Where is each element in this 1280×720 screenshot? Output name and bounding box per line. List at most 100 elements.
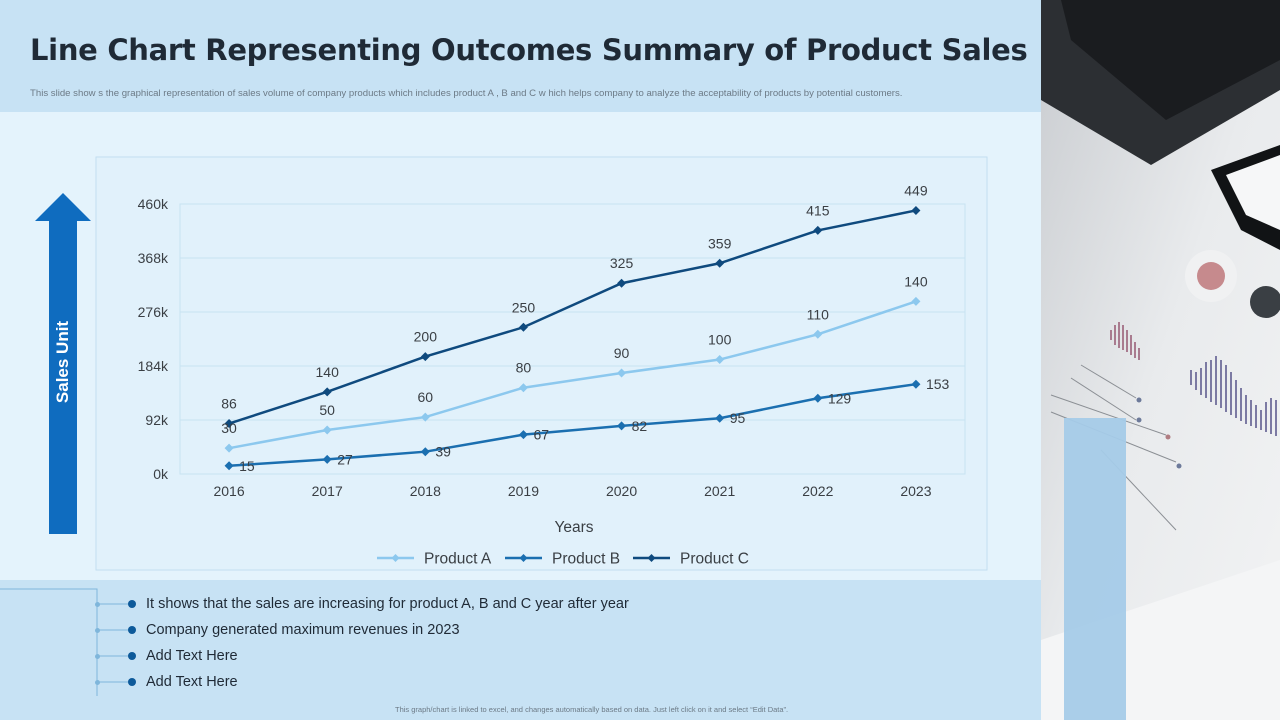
product-c-point	[224, 419, 234, 429]
product-c-point	[617, 278, 627, 288]
bar-graph-print	[1110, 322, 1140, 360]
data-label: 325	[610, 255, 634, 271]
product-a-point	[224, 443, 234, 453]
legend-label: Product C	[680, 551, 749, 568]
legend-label: Product A	[424, 551, 492, 568]
header: Line Chart Representing Outcomes Summary…	[0, 0, 1041, 112]
gridlines	[179, 203, 966, 475]
data-label: 449	[904, 182, 928, 198]
data-label: 100	[708, 332, 732, 348]
bullet-text: It shows that the sales are increasing f…	[146, 596, 629, 612]
donut-chart-icon	[1197, 262, 1225, 290]
x-axis: 2016 2017 2018 2019 2020 2021 2022 2023	[213, 483, 931, 499]
product-c-point	[911, 205, 921, 215]
x-tick-label: 2019	[508, 483, 539, 499]
data-label: 153	[926, 376, 950, 392]
data-label: 359	[708, 235, 732, 251]
chart-svg: 0k 92k 184k 276k 368k 460k 2016 2017 2018 2019 20…	[35, 156, 988, 571]
data-label: 60	[418, 389, 434, 405]
product-b-point	[322, 454, 332, 464]
data-label: 250	[512, 299, 536, 315]
x-tick-label: 2016	[213, 483, 244, 499]
y-tick-label: 0k	[153, 466, 169, 482]
y-tick-label: 92k	[145, 412, 169, 428]
series	[224, 205, 921, 471]
x-tick-label: 2020	[606, 483, 637, 499]
decorative-blue-bar	[1064, 418, 1126, 720]
data-label: 140	[904, 273, 928, 289]
product-b-point	[617, 421, 627, 431]
y-tick-label: 184k	[138, 358, 169, 374]
product-c-point	[813, 225, 823, 235]
data-label: 30	[221, 420, 237, 436]
data-label: 50	[319, 402, 335, 418]
product-b-point	[715, 413, 725, 423]
x-axis-title: Years	[554, 519, 593, 536]
x-tick-label: 2017	[312, 483, 343, 499]
desk-photo-illustration	[1041, 0, 1280, 720]
decorative-photo	[1041, 0, 1280, 720]
bullet-dot	[128, 652, 136, 660]
legend-marker	[519, 554, 528, 562]
product-c-point	[322, 387, 332, 397]
data-label: 39	[435, 444, 451, 460]
x-tick-label: 2018	[410, 483, 441, 499]
product-a-point	[911, 296, 921, 306]
data-label: 140	[316, 364, 340, 380]
data-label: 110	[807, 306, 830, 322]
bullet-node	[95, 628, 100, 633]
product-a-point	[813, 329, 823, 339]
x-tick-label: 2023	[900, 483, 931, 499]
product-c-point	[420, 352, 430, 362]
legend-label: Product B	[552, 551, 620, 568]
y-axis: 0k 92k 184k 276k 368k 460k	[138, 196, 169, 482]
product-a-point	[617, 368, 627, 378]
product-b-point	[420, 447, 430, 457]
bullet-text: Company generated maximum revenues in 20…	[146, 622, 460, 638]
bullet-node	[95, 680, 100, 685]
bullet-node	[95, 654, 100, 659]
product-a-point	[518, 383, 528, 393]
bullet-connector	[0, 588, 128, 696]
data-label: 129	[828, 390, 852, 406]
data-label: 82	[632, 418, 648, 434]
bullet-dot	[128, 678, 136, 686]
product-b-point	[813, 393, 823, 403]
legend: Product A Product B Product C	[377, 551, 749, 568]
product-b-point	[518, 430, 528, 440]
bullet-dot	[128, 626, 136, 634]
y-tick-label: 460k	[138, 196, 169, 212]
data-label: 86	[221, 396, 237, 412]
legend-marker	[647, 554, 656, 562]
y-tick-label: 276k	[138, 304, 169, 320]
summary-panel	[0, 580, 1041, 720]
chart-frame	[95, 156, 988, 571]
bullet-dot	[128, 600, 136, 608]
data-label: 90	[614, 345, 630, 361]
bullet-text: Add Text Here	[146, 674, 238, 690]
product-a-line	[228, 300, 917, 450]
data-label: 80	[516, 360, 532, 376]
product-b-point	[224, 461, 234, 471]
product-a-point	[322, 425, 332, 435]
product-a-point	[715, 355, 725, 365]
legend-marker	[391, 554, 400, 562]
data-label: 415	[806, 202, 830, 218]
sales-unit-arrow	[35, 193, 91, 534]
product-c-line	[228, 209, 917, 425]
product-c-point	[518, 322, 528, 332]
bullet-node	[95, 602, 100, 607]
y-tick-label: 368k	[138, 250, 169, 266]
data-label: 27	[337, 451, 353, 467]
data-label: 200	[414, 329, 438, 345]
footer-note: This graph/chart is linked to excel, and…	[395, 705, 789, 714]
product-c-point	[715, 258, 725, 268]
x-tick-label: 2021	[704, 483, 735, 499]
product-a-point	[420, 412, 430, 422]
y-axis-title: Sales Unit	[53, 320, 72, 404]
data-label: 15	[239, 458, 255, 474]
product-b-line	[228, 382, 917, 468]
data-label: 95	[730, 410, 746, 426]
product-b-point	[911, 379, 921, 389]
data-labels: 30 50 60 80 90 100 110 140 15 27 39 67 82 95 129 153 86 1…	[221, 182, 949, 473]
